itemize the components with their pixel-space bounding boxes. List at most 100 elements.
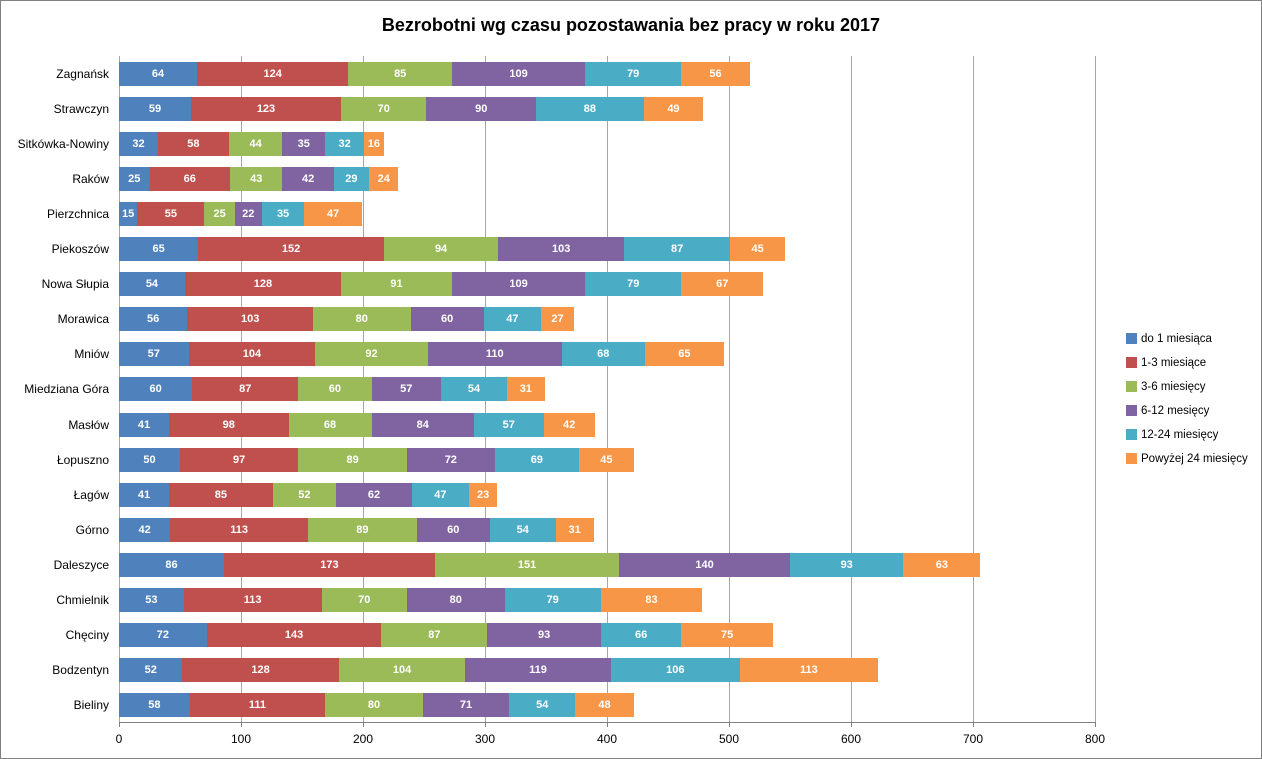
bar-segment: 57	[473, 412, 544, 437]
bar-segment: 58	[119, 693, 190, 718]
legend-swatch-icon	[1126, 333, 1137, 344]
bar-segment: 111	[189, 693, 326, 718]
bar-segment: 113	[183, 588, 322, 613]
legend-item: Powyżej 24 miesięcy	[1126, 453, 1248, 465]
bar-segment: 106	[610, 658, 740, 683]
bar-segment: 123	[190, 96, 342, 121]
bar-segment: 109	[452, 272, 586, 297]
bar-segment: 41	[119, 482, 170, 507]
bar-segment: 124	[197, 61, 349, 86]
bar-segment: 49	[643, 96, 704, 121]
x-tick-mark	[363, 722, 364, 727]
bar-row: Zagnańsk 64 124 85 109 79 56	[1, 56, 1261, 91]
x-tick-mark	[241, 722, 242, 727]
bar-segment: 75	[681, 623, 773, 648]
bar-segment: 71	[422, 693, 510, 718]
bar-segment: 103	[187, 307, 313, 332]
bar-segment: 89	[298, 447, 407, 472]
legend-item: 12-24 miesięcy	[1126, 429, 1248, 441]
stacked-bar: 25 66 43 42 29 24	[119, 166, 399, 191]
category-label: Bieliny	[73, 698, 109, 713]
bar-segment: 27	[541, 307, 575, 332]
x-tick-label: 200	[352, 732, 374, 746]
bar-segment: 22	[234, 201, 262, 226]
bar-segment: 87	[381, 623, 488, 648]
stacked-bar: 41 98 68 84 57 42	[119, 412, 595, 437]
legend-label: 6-12 mesięcy	[1141, 404, 1210, 417]
bar-row: Łopuszno 50 97 89 72 69 45	[1, 442, 1261, 477]
bar-segment: 50	[119, 447, 180, 472]
bar-segment: 103	[498, 237, 625, 262]
bar-row: Chmielnik 53 113 70 80 79 83	[1, 583, 1261, 618]
category-label: Łopuszno	[56, 452, 109, 467]
category-label: Strawczyn	[53, 101, 109, 116]
bar-segment: 79	[504, 588, 601, 613]
legend-label: 3-6 miesięcy	[1141, 380, 1206, 393]
bar-segment: 52	[119, 658, 183, 683]
bar-segment: 25	[119, 166, 150, 191]
bar-row: Piekoszów 65 152 94 103 87 45	[1, 232, 1261, 267]
gridline	[607, 56, 608, 722]
bar-segment: 91	[341, 272, 453, 297]
bar-segment: 173	[223, 553, 435, 578]
bar-segment: 44	[228, 131, 283, 156]
gridline	[973, 56, 974, 722]
bar-segment: 16	[364, 131, 384, 156]
bar-row: Raków 25 66 43 42 29 24	[1, 161, 1261, 196]
category-label: Górno	[75, 522, 109, 537]
bar-segment: 113	[170, 517, 309, 542]
bar-segment: 55	[137, 201, 205, 226]
bar-segment: 15	[119, 201, 138, 226]
x-tick-mark	[851, 722, 852, 727]
bar-segment: 66	[600, 623, 682, 648]
bar-segment: 70	[321, 588, 407, 613]
stacked-bar: 58 111 80 71 54 48	[119, 693, 634, 718]
legend: do 1 miesiąca 1-3 miesiące 3-6 miesięcy 6-1…	[1126, 333, 1248, 477]
bar-segment: 59	[119, 96, 191, 121]
bar-segment: 93	[487, 623, 601, 648]
legend-swatch-icon	[1126, 405, 1137, 416]
bar-segment: 67	[681, 272, 764, 297]
bar-segment: 42	[543, 412, 595, 437]
bar-segment: 42	[282, 166, 334, 191]
bar-segment: 32	[119, 131, 159, 156]
stacked-bar: 15 55 25 22 35 47	[119, 201, 362, 226]
category-label: Chmielnik	[56, 593, 109, 608]
bar-segment: 79	[585, 272, 682, 297]
bar-segment: 72	[119, 623, 207, 648]
bar-segment: 119	[465, 658, 611, 683]
x-tick-label: 700	[962, 732, 984, 746]
legend-swatch-icon	[1126, 429, 1137, 440]
stacked-bar: 59 123 70 90 88 49	[119, 96, 704, 121]
bar-segment: 45	[578, 447, 634, 472]
bar-row: Strawczyn 59 123 70 90 88 49	[1, 91, 1261, 126]
bar-row: Bieliny 58 111 80 71 54 48	[1, 688, 1261, 723]
bar-segment: 68	[288, 412, 372, 437]
bar-row: Mniów 57 104 92 110 68 65	[1, 337, 1261, 372]
legend-swatch-icon	[1126, 453, 1137, 464]
bar-segment: 110	[427, 342, 562, 367]
bar-segment: 35	[282, 131, 326, 156]
bar-segment: 87	[192, 377, 299, 402]
chart-title: Bezrobotni wg czasu pozostawania bez pra…	[381, 15, 881, 35]
bar-segment: 152	[198, 237, 384, 262]
gridline	[729, 56, 730, 722]
bar-segment: 143	[206, 623, 382, 648]
bar-segment: 128	[182, 658, 339, 683]
bar-rows-layer: Zagnańsk 64 124 85 109 79 56 Strawczyn 59 123 70 90…	[1, 56, 1261, 723]
x-tick-label: 800	[1084, 732, 1106, 746]
bar-segment: 66	[149, 166, 231, 191]
bar-segment: 54	[509, 693, 576, 718]
bar-segment: 31	[555, 517, 594, 542]
bar-segment: 80	[406, 588, 505, 613]
bar-segment: 60	[410, 307, 484, 332]
x-tick-mark	[729, 722, 730, 727]
bar-segment: 54	[441, 377, 507, 402]
bar-segment: 86	[119, 553, 224, 578]
bar-segment: 88	[536, 96, 644, 121]
stacked-bar: 41 85 52 62 47 23	[119, 482, 498, 507]
legend-label: 1-3 miesiące	[1141, 356, 1207, 369]
bar-segment: 57	[371, 377, 442, 402]
category-label: Miedziana Góra	[24, 382, 109, 397]
bar-segment: 43	[230, 166, 283, 191]
